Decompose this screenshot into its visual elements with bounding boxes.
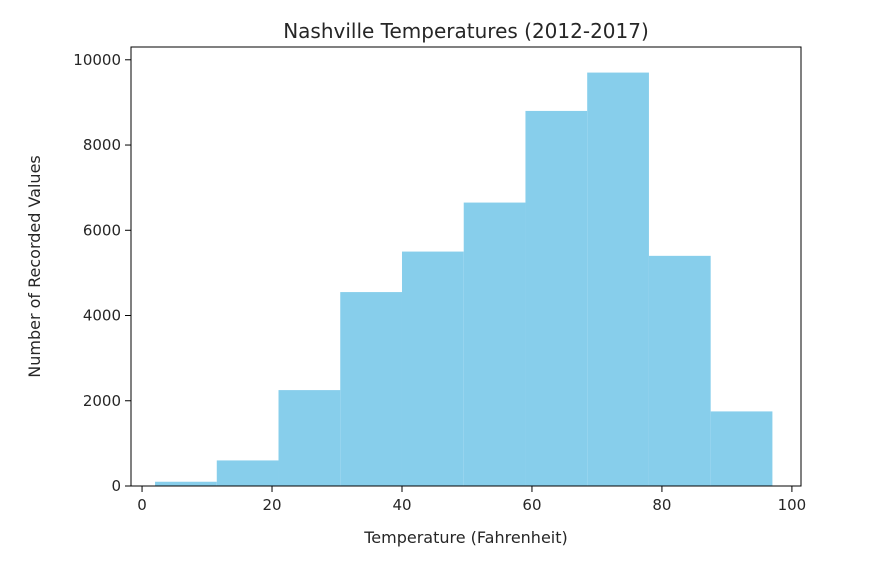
y-axis-ticks: 0 2000 4000 6000 8000 10000 [73,51,131,495]
histogram-bar [648,255,711,486]
x-axis-ticks: 0 20 40 60 80 100 [137,486,806,514]
x-tick-label: 100 [778,496,807,514]
histogram-bar [463,202,526,486]
x-tick-label: 20 [262,496,281,514]
histogram-bar [710,411,773,486]
bars-layer [155,72,773,486]
histogram-bar [587,72,649,486]
histogram-bar [278,390,341,486]
y-tick-label: 0 [111,477,121,495]
y-tick-label: 8000 [83,136,121,154]
histogram-bar [155,481,217,486]
plot-area-frame [130,46,802,487]
histogram-bar [216,460,279,486]
y-tick-label: 6000 [83,221,121,239]
histogram-bar [401,251,464,486]
y-axis-label: Number of Recorded Values [25,155,44,378]
y-tick-label: 10000 [73,51,121,69]
x-tick-label: 80 [652,496,671,514]
x-axis-label: Temperature (Fahrenheit) [363,528,568,547]
x-tick-label: 0 [137,496,147,514]
histogram-bar [340,292,402,486]
y-tick-label: 2000 [83,392,121,410]
chart-title: Nashville Temperatures (2012-2017) [283,19,649,43]
x-tick-label: 40 [392,496,411,514]
y-tick-label: 4000 [83,307,121,325]
x-tick-label: 60 [522,496,541,514]
histogram-bar [525,110,588,486]
